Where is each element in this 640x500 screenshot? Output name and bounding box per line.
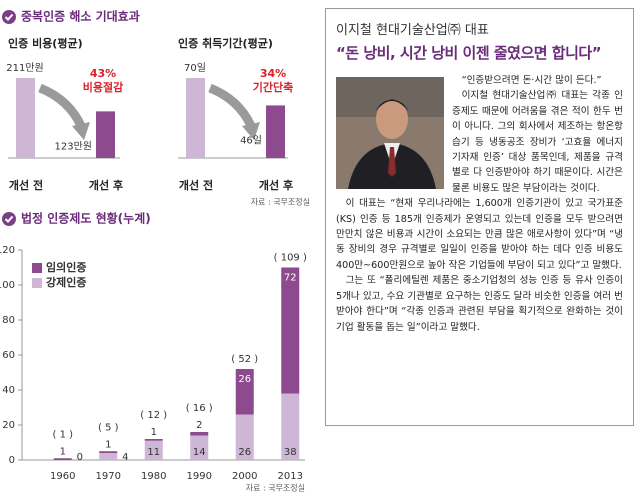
x-tick-label: 1960 <box>50 471 75 482</box>
legend-label: 강제인증 <box>46 275 86 289</box>
bar-segment <box>99 451 118 453</box>
value-label: 70일 <box>184 62 206 74</box>
x-tick-label: 1970 <box>96 471 121 482</box>
source: 자료 : 국무조정실 <box>251 197 310 207</box>
total-label: ( 12 ) <box>140 410 167 421</box>
bar-segment <box>190 432 209 436</box>
value-label: 38 <box>284 447 297 458</box>
y-tick-label: 20 <box>2 420 15 431</box>
bar-segment <box>190 435 209 460</box>
total-label: ( 52 ) <box>231 354 258 365</box>
bar-segment <box>235 369 254 415</box>
legend-swatch <box>32 263 42 273</box>
value-label: 2 <box>196 420 202 431</box>
x-tick-label: 1980 <box>141 471 166 482</box>
value-label: 11 <box>147 447 160 458</box>
paragraph: 이 대표는 “현재 우리나라에는 1,600개 인증기관이 있고 국가표준(KS… <box>336 198 623 271</box>
value-label: 1 <box>151 427 157 438</box>
x-tick-label: 개선 전 <box>9 178 43 192</box>
y-tick-label: 120 <box>0 245 15 256</box>
section-title: 법정 인증제도 현황(누계) <box>21 211 151 226</box>
bar-segment <box>144 439 163 441</box>
value-label: 14 <box>193 447 206 458</box>
article-panel: 이지철 현대기술산업㈜ 대표 “돈 낭비, 시간 낭비 이젠 줄였으면 합니다”… <box>325 8 634 426</box>
bar-segment <box>144 440 163 460</box>
bar-segment <box>281 393 300 460</box>
value-label: 123만원 <box>55 140 93 152</box>
arrow <box>208 83 257 130</box>
paragraph: “인증받으려면 돈·시간 많이 든다.” <box>461 75 602 86</box>
value-label: 1 <box>60 446 66 457</box>
total-label: ( 5 ) <box>98 422 119 433</box>
total-label: ( 1 ) <box>52 429 73 440</box>
x-tick-label: 2000 <box>232 471 257 482</box>
arrow <box>38 83 87 130</box>
charts: 중복인증 해소 기대효과 법정 인증제도 현황(누계) 인증 비용(평균)211… <box>0 9 310 493</box>
paragraph: 그는 또 “폴리에틸렌 제품은 중소기업청의 성능 인증 등 유사 인증이 5개… <box>336 275 623 333</box>
x-tick-label: 개선 전 <box>179 178 213 192</box>
value-label: 46일 <box>240 134 262 146</box>
value-label: 4 <box>122 452 128 463</box>
total-label: ( 16 ) <box>186 403 213 414</box>
x-tick-label: 개선 후 <box>89 178 123 192</box>
paragraph: 이지철 현대기술산업㈜ 대표는 각종 인증제도 때문에 어려움을 겪은 적이 한… <box>452 90 623 194</box>
value-label: 0 <box>77 452 83 463</box>
value-label: 1 <box>105 439 111 450</box>
article-body: “인증받으려면 돈·시간 많이 든다.” 이지철 현대기술산업㈜ 대표는 각종 인… <box>336 73 623 335</box>
arrow-head <box>72 122 90 140</box>
section-title: 중복인증 해소 기대효과 <box>21 9 140 24</box>
bar-segment <box>53 458 72 460</box>
value-label: 72 <box>284 273 297 284</box>
chart-title: 인증 비용(평균) <box>8 36 83 50</box>
byline: 이지철 현대기술산업㈜ 대표 <box>336 23 489 38</box>
bar <box>16 78 35 158</box>
legend-swatch <box>32 278 42 288</box>
source: 자료 : 국무조정실 <box>246 483 305 493</box>
section-icon-check <box>4 215 14 223</box>
bar <box>96 111 115 158</box>
annotation: 비용절감 <box>83 80 123 94</box>
x-tick-label: 2013 <box>278 471 303 482</box>
chart-title: 인증 취득기간(평균) <box>178 36 273 50</box>
value-label: 26 <box>238 447 251 458</box>
y-tick-label: 60 <box>2 350 15 361</box>
annotation: 43% <box>90 67 116 80</box>
arrow-head <box>242 122 260 140</box>
annotation: 34% <box>260 67 286 80</box>
x-tick-label: 1990 <box>187 471 212 482</box>
headline: “돈 낭비, 시간 낭비 이젠 줄였으면 합니다” <box>336 44 602 62</box>
total-label: ( 109 ) <box>274 253 307 264</box>
portrait-photo <box>336 77 444 189</box>
x-tick-label: 개선 후 <box>259 178 293 192</box>
value-label: 26 <box>238 374 251 385</box>
y-tick-label: 80 <box>2 315 15 326</box>
bar-segment <box>281 267 300 394</box>
section-icon-check <box>4 13 14 21</box>
y-tick-label: 40 <box>2 385 15 396</box>
bar-segment <box>99 453 118 460</box>
y-tick-label: 100 <box>0 280 15 291</box>
value-label: 211만원 <box>6 62 44 74</box>
bar-segment <box>235 414 254 460</box>
y-tick-label: 0 <box>9 455 15 466</box>
annotation: 기간단축 <box>253 80 293 94</box>
bar <box>266 105 285 158</box>
bar <box>186 78 205 158</box>
legend-label: 임의인증 <box>46 260 86 274</box>
